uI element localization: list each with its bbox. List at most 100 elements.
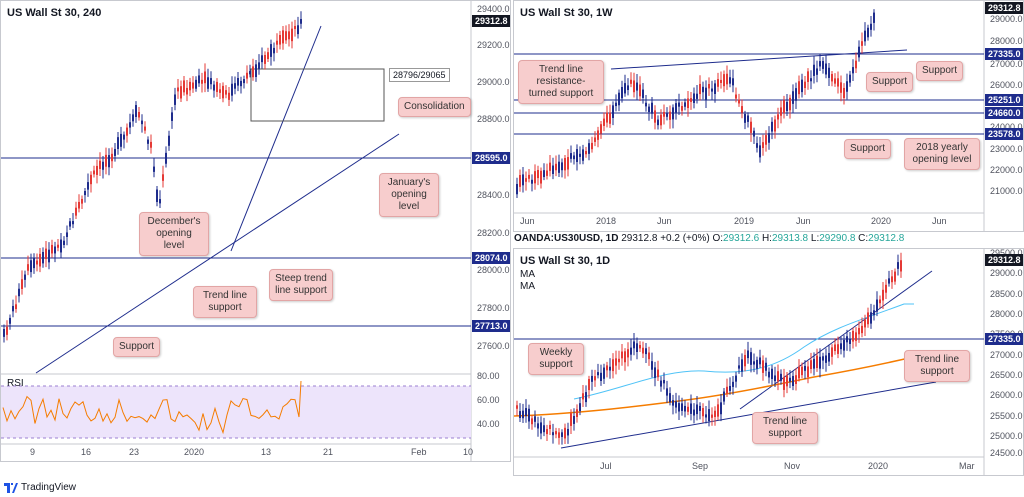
price-tag-last: 29312.8 <box>985 2 1023 14</box>
price-label: 23000.0 <box>990 144 1023 154</box>
candle-4h <box>54 246 56 254</box>
candle-4h <box>291 28 293 42</box>
candle-4h <box>192 82 194 89</box>
candle-4h <box>21 279 23 289</box>
candle-weekly <box>567 157 569 170</box>
candle-weekly <box>726 73 728 85</box>
candle-weekly <box>669 111 671 120</box>
candle-weekly <box>744 114 746 123</box>
candle-4h <box>114 148 116 156</box>
price-tag-level: 28595.0 <box>472 152 510 164</box>
time-label: 13 <box>261 447 272 457</box>
candle-daily <box>891 276 893 283</box>
candle-4h <box>111 153 113 162</box>
candle-4h <box>141 120 143 125</box>
candle-weekly <box>546 170 548 176</box>
candle-4h <box>222 85 224 99</box>
ma-slow-line <box>514 351 935 417</box>
candle-daily <box>684 405 686 412</box>
candle-4h <box>93 170 95 175</box>
candle-4h <box>69 221 71 227</box>
candle-weekly <box>819 61 821 67</box>
candle-4h <box>27 264 29 271</box>
candle-4h <box>150 141 152 148</box>
candle-weekly <box>603 118 605 126</box>
time-label: Jun <box>520 216 535 226</box>
left-chart-svg <box>1 1 472 461</box>
candle-daily <box>855 332 857 341</box>
candle-weekly <box>864 30 866 42</box>
candle-4h <box>57 244 59 248</box>
daily-chart-svg <box>514 249 985 475</box>
price-label: 27000.0 <box>990 59 1023 69</box>
candle-weekly <box>813 64 815 76</box>
candle-4h <box>75 207 77 216</box>
candle-weekly <box>540 170 542 184</box>
candle-weekly <box>729 77 731 84</box>
candle-weekly <box>519 175 521 187</box>
time-label: Nov <box>784 461 801 471</box>
candle-weekly <box>732 78 734 86</box>
candle-weekly <box>858 46 860 58</box>
candle-4h <box>63 240 65 245</box>
price-tag-last: 29312.8 <box>472 15 510 27</box>
candle-daily <box>687 406 689 412</box>
annotation-trend-line-support-2: Trend line support <box>904 350 970 382</box>
candle-daily <box>546 429 548 435</box>
candle-weekly <box>852 67 854 74</box>
candle-4h <box>285 31 287 41</box>
candle-weekly <box>570 153 572 159</box>
candle-weekly <box>717 79 719 87</box>
candle-weekly <box>657 119 659 126</box>
candle-weekly <box>675 103 677 113</box>
candle-daily <box>804 365 806 371</box>
weekly-candles <box>516 9 875 198</box>
candle-daily <box>678 403 680 412</box>
price-label: 29500.0 <box>990 248 1023 258</box>
candle-daily <box>519 411 521 419</box>
candle-4h <box>96 165 98 175</box>
candle-4h <box>171 112 173 121</box>
candle-4h <box>234 83 236 89</box>
weekly-chart-panel[interactable]: US Wall St 30, 1W 29000.0 28000.0 27000.… <box>513 0 1024 232</box>
daily-chart-panel[interactable]: US Wall St 30, 1D MA MA 29500.0 29000.0 … <box>513 248 1024 476</box>
trend-line-support <box>35 133 400 374</box>
candle-daily <box>630 347 632 355</box>
candle-4h <box>189 81 191 91</box>
left-chart-title: US Wall St 30, 240 <box>7 7 102 19</box>
time-label: 23 <box>129 447 140 457</box>
candle-daily <box>621 351 623 359</box>
candle-daily <box>831 347 833 357</box>
candle-daily <box>645 348 647 355</box>
rsi-line <box>2 380 302 435</box>
candle-weekly <box>564 158 566 171</box>
candle-daily <box>894 271 896 282</box>
candle-weekly <box>816 68 818 75</box>
candle-4h <box>162 174 164 181</box>
candle-4h <box>147 139 149 144</box>
candle-daily <box>714 410 716 418</box>
candle-daily <box>834 344 836 352</box>
candle-daily <box>711 414 713 418</box>
weekly-chart-title: US Wall St 30, 1W <box>520 7 613 19</box>
candle-daily <box>828 352 830 362</box>
candle-4h <box>60 239 62 253</box>
left-chart-panel[interactable]: US Wall St 30, 240 29400.0 29200.0 29000… <box>0 0 511 462</box>
candle-daily <box>873 310 875 316</box>
candle-daily <box>816 355 818 368</box>
candle-daily <box>564 427 566 439</box>
candle-daily <box>528 408 530 422</box>
candle-weekly <box>612 105 614 119</box>
tradingview-logo[interactable]: TradingView <box>4 482 76 493</box>
candle-daily <box>879 299 881 304</box>
candle-daily <box>771 368 773 379</box>
candle-weekly <box>720 79 722 84</box>
candle-4h <box>180 86 182 99</box>
candle-daily <box>852 330 854 342</box>
annotation-trend-line-resistance: Trend line resistance-turned support <box>518 60 604 104</box>
candle-4h <box>270 44 272 57</box>
ohlc-c-label: C: <box>858 233 869 244</box>
price-tag-level: 28074.0 <box>472 252 510 264</box>
candle-daily <box>693 409 695 416</box>
candle-weekly <box>870 23 872 30</box>
